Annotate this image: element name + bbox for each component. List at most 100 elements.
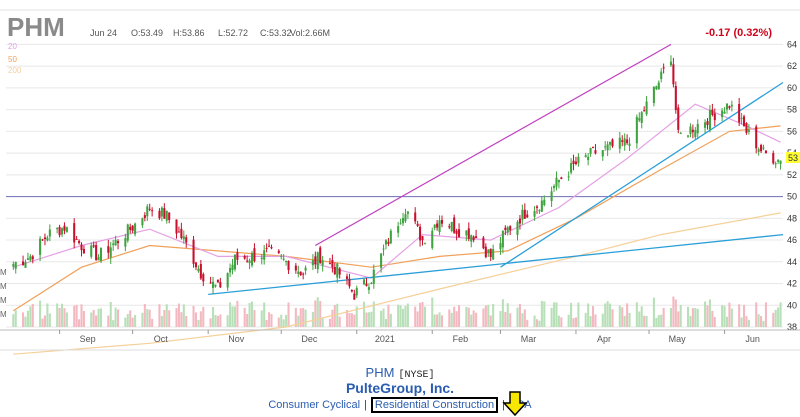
candle-body xyxy=(197,268,200,272)
volume-bar xyxy=(311,311,314,327)
volume-bar xyxy=(762,320,765,327)
volume-bar xyxy=(92,309,95,327)
volume-bar xyxy=(662,307,665,327)
candle-body xyxy=(355,287,358,296)
volume-bar xyxy=(453,306,456,327)
candle-body xyxy=(492,249,495,260)
volume-bar xyxy=(372,301,375,327)
candle-body xyxy=(470,235,473,242)
volume-bar xyxy=(95,315,98,327)
candle-body xyxy=(112,243,115,245)
candle-body xyxy=(482,237,485,249)
candle-body xyxy=(345,276,349,279)
bar-date: Jun 24 xyxy=(90,28,117,38)
candle-body xyxy=(24,262,27,268)
volume-bar xyxy=(487,304,490,327)
candle-body xyxy=(141,218,144,226)
candle-body xyxy=(779,160,782,164)
candle-body xyxy=(22,261,25,266)
y-tick-label: 60 xyxy=(787,83,797,93)
volume-bar xyxy=(60,303,64,327)
candle-body xyxy=(194,262,198,268)
candle-body xyxy=(180,228,183,239)
candle-body xyxy=(560,177,563,180)
volume-bar xyxy=(246,314,249,327)
volume-bar xyxy=(182,304,185,327)
candle-body xyxy=(97,257,100,261)
volume-bar xyxy=(652,297,655,327)
candle-body xyxy=(475,236,478,239)
separator: | xyxy=(364,399,367,411)
volume-bar xyxy=(584,312,587,327)
candle-body xyxy=(521,209,524,220)
candle-body xyxy=(311,259,314,266)
y-tick-label: 44 xyxy=(787,257,797,267)
candle-body xyxy=(82,248,85,254)
candle-body xyxy=(216,279,219,283)
candle-body xyxy=(367,287,370,290)
volume-bar xyxy=(504,311,507,327)
bar-close: C:53.32 xyxy=(260,28,292,38)
volume-bar xyxy=(738,304,741,327)
candle-body xyxy=(606,144,609,151)
volume-bar xyxy=(635,302,638,327)
volume-bar xyxy=(287,302,290,327)
candle-body xyxy=(487,249,490,253)
x-tick-label: 2021 xyxy=(375,334,395,344)
volume-bar xyxy=(350,313,353,327)
candle-body xyxy=(742,116,746,127)
candle-body xyxy=(160,207,163,217)
volume-bar xyxy=(694,308,697,327)
indicator-overlays xyxy=(6,43,784,355)
volume-bar xyxy=(294,307,297,327)
sector-link[interactable]: Consumer Cyclical xyxy=(268,399,361,411)
volume-bar xyxy=(655,317,658,327)
company-row: PulteGroup, Inc. xyxy=(0,380,800,398)
candle-body xyxy=(399,223,402,225)
candle-body xyxy=(584,155,587,158)
candle-body xyxy=(114,239,117,246)
candle-body xyxy=(421,236,424,241)
volume-bar xyxy=(458,305,461,327)
y-tick-label: 50 xyxy=(787,192,797,202)
volume-bar xyxy=(382,308,385,327)
volume-bar xyxy=(591,306,595,327)
ticker-link[interactable]: PHM xyxy=(365,365,395,380)
candle-body xyxy=(250,252,254,266)
candle-body xyxy=(626,139,629,144)
candle-body xyxy=(43,237,47,239)
chart-grid xyxy=(0,9,800,328)
industry-link[interactable]: Residential Construction xyxy=(370,397,499,413)
volume-bar xyxy=(141,312,144,327)
candle-body xyxy=(246,260,249,262)
volume-bar xyxy=(231,306,234,327)
candle-body xyxy=(353,293,356,300)
volume-bar xyxy=(78,319,81,327)
candle-body xyxy=(499,243,502,250)
volume-bar xyxy=(691,308,694,327)
candle-body xyxy=(686,135,690,137)
volume-bar xyxy=(535,319,539,327)
classification-row: Consumer Cyclical | Residential Constructi… xyxy=(0,397,800,413)
y-tick-label: 38 xyxy=(787,322,797,332)
volume-bar xyxy=(367,312,370,327)
volume-bar xyxy=(638,311,641,327)
ma-label-20: 20 xyxy=(8,42,17,51)
candle-body xyxy=(438,220,441,233)
candle-body xyxy=(331,259,334,268)
bar-open: O:53.49 xyxy=(131,28,163,38)
exchange-label: [NYSE] xyxy=(398,370,435,381)
candle-body xyxy=(294,265,297,271)
company-name-link[interactable]: PulteGroup, Inc. xyxy=(345,380,455,396)
x-tick-label: May xyxy=(669,334,687,344)
volume-bar xyxy=(521,313,524,327)
candle-body xyxy=(304,267,307,271)
candle-body xyxy=(209,282,212,284)
candle-body xyxy=(540,200,543,212)
volume-bar xyxy=(212,306,215,327)
candle-body xyxy=(638,118,641,121)
candle-body xyxy=(694,130,697,138)
candle-body xyxy=(401,218,405,224)
candle-body xyxy=(506,227,509,233)
candle-body xyxy=(41,239,44,241)
